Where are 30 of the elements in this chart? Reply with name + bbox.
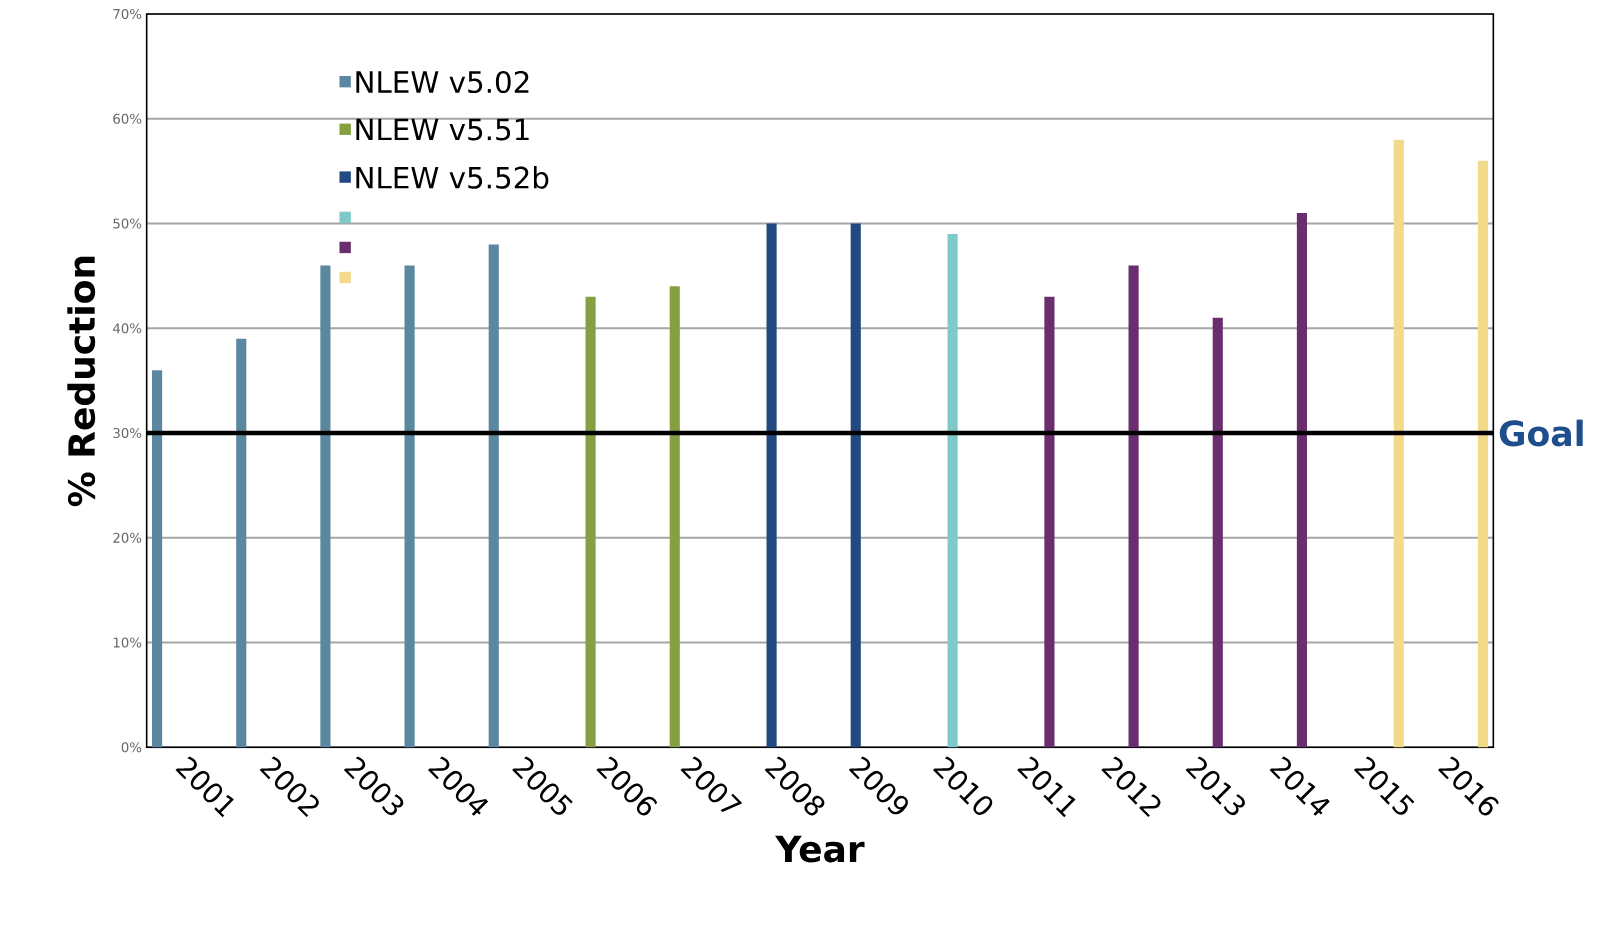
bar — [320, 265, 331, 748]
bar — [404, 265, 415, 748]
legend-label: NLEW v5.52b — [356, 166, 549, 189]
y-axis-title: % Reduction — [67, 256, 96, 507]
bar — [236, 338, 247, 748]
bar — [1128, 265, 1139, 748]
bar — [850, 223, 861, 748]
bar — [669, 286, 680, 748]
x-axis-title: Year — [775, 835, 865, 863]
y-tick-label: 50% — [113, 218, 142, 229]
y-tick-label: 60% — [113, 113, 142, 124]
y-tick-label: 20% — [113, 532, 142, 543]
legend-label: NLEW v5.51 — [356, 118, 529, 141]
bar — [1212, 317, 1223, 748]
y-tick-label: 10% — [113, 637, 142, 648]
bar — [1477, 160, 1488, 748]
y-tick-label: 0% — [121, 742, 142, 753]
bar — [1044, 296, 1055, 748]
y-tick-label: 70% — [113, 8, 142, 20]
bar — [947, 233, 958, 748]
bar — [488, 244, 499, 748]
y-tick-label: 40% — [112, 323, 142, 334]
y-tick-label: 30% — [113, 427, 142, 439]
bar — [766, 223, 777, 748]
bar — [152, 370, 163, 748]
legend-label: NLEW v5.02 — [356, 70, 529, 94]
bar — [585, 296, 596, 748]
bar — [1393, 139, 1404, 748]
bar — [1296, 213, 1307, 748]
ref-line-label: Goal — [1499, 419, 1583, 447]
